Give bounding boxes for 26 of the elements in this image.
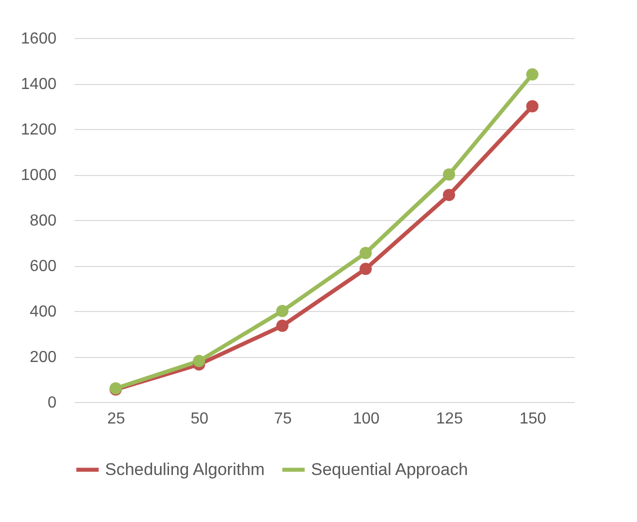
y-tick-label: 0 bbox=[48, 394, 57, 412]
y-tick-label: 1200 bbox=[20, 122, 57, 138]
point bbox=[360, 262, 372, 276]
x-tick-label: 100 bbox=[352, 410, 380, 428]
legend-label: Scheduling Algorithm bbox=[105, 460, 265, 479]
y-tick-label: 1000 bbox=[20, 167, 57, 184]
point bbox=[276, 320, 288, 332]
point bbox=[192, 354, 206, 368]
x-tick-label: 150 bbox=[519, 410, 546, 428]
point bbox=[442, 188, 456, 202]
x-tick-label: 50 bbox=[190, 410, 208, 428]
y-tick-label: 200 bbox=[30, 349, 57, 366]
point bbox=[276, 304, 288, 318]
y-tick-label: 800 bbox=[30, 212, 57, 230]
point bbox=[526, 68, 538, 81]
y-tick-label: 400 bbox=[30, 304, 57, 320]
point bbox=[442, 168, 456, 181]
point bbox=[360, 246, 372, 260]
x-tick-label: 75 bbox=[274, 410, 292, 428]
point bbox=[526, 100, 538, 112]
y-tick-label: 1600 bbox=[20, 30, 57, 48]
y-tick-label: 600 bbox=[30, 258, 57, 275]
legend-label: Sequential Approach bbox=[311, 460, 468, 479]
x-tick-label: 25 bbox=[107, 410, 126, 428]
y-tick-label: 1400 bbox=[20, 76, 57, 93]
x-tick-label: 125 bbox=[436, 410, 463, 428]
